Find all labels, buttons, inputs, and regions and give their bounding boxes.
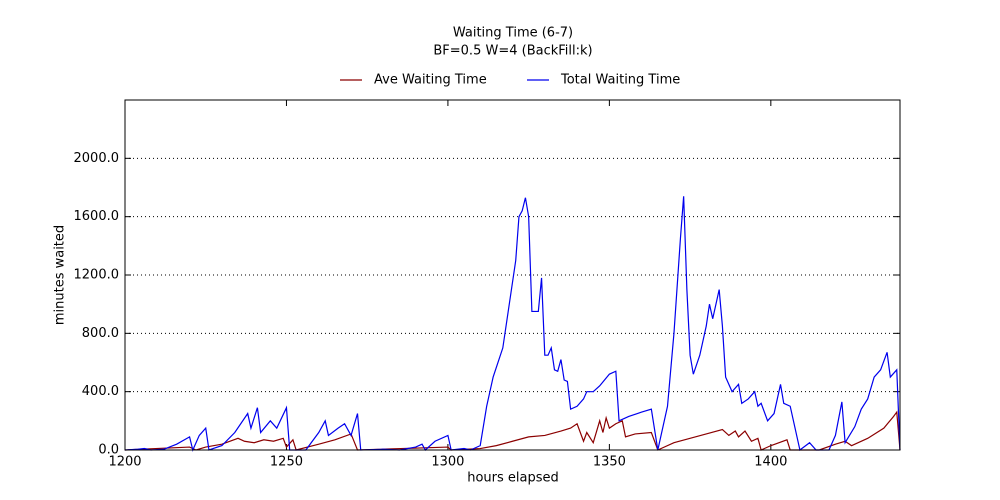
x-axis-label: hours elapsed xyxy=(467,471,559,486)
legend-label: Total Waiting Time xyxy=(560,73,680,88)
data-line xyxy=(124,196,901,452)
y-tick-label: 0.0 xyxy=(98,443,119,458)
x-tick-label: 1400 xyxy=(754,455,787,470)
y-tick-label: 1600.0 xyxy=(74,209,120,224)
x-tick-label: 1200 xyxy=(108,455,141,470)
x-tick-label: 1250 xyxy=(270,455,303,470)
y-tick-label: 800.0 xyxy=(82,326,119,341)
x-tick-label: 1350 xyxy=(593,455,626,470)
y-tick-label: 1200.0 xyxy=(74,268,120,283)
chart-title: Waiting Time (6-7) xyxy=(453,26,573,41)
y-tick-label: 400.0 xyxy=(82,384,119,399)
data-line xyxy=(124,410,901,451)
x-tick-label: 1300 xyxy=(431,455,464,470)
y-tick-label: 2000.0 xyxy=(74,151,120,166)
legend-label: Ave Waiting Time xyxy=(374,73,487,88)
y-axis-label: minutes waited xyxy=(53,225,68,325)
plot-frame xyxy=(124,99,901,451)
chart-subtitle: BF=0.5 W=4 (BackFill:k) xyxy=(433,44,592,59)
